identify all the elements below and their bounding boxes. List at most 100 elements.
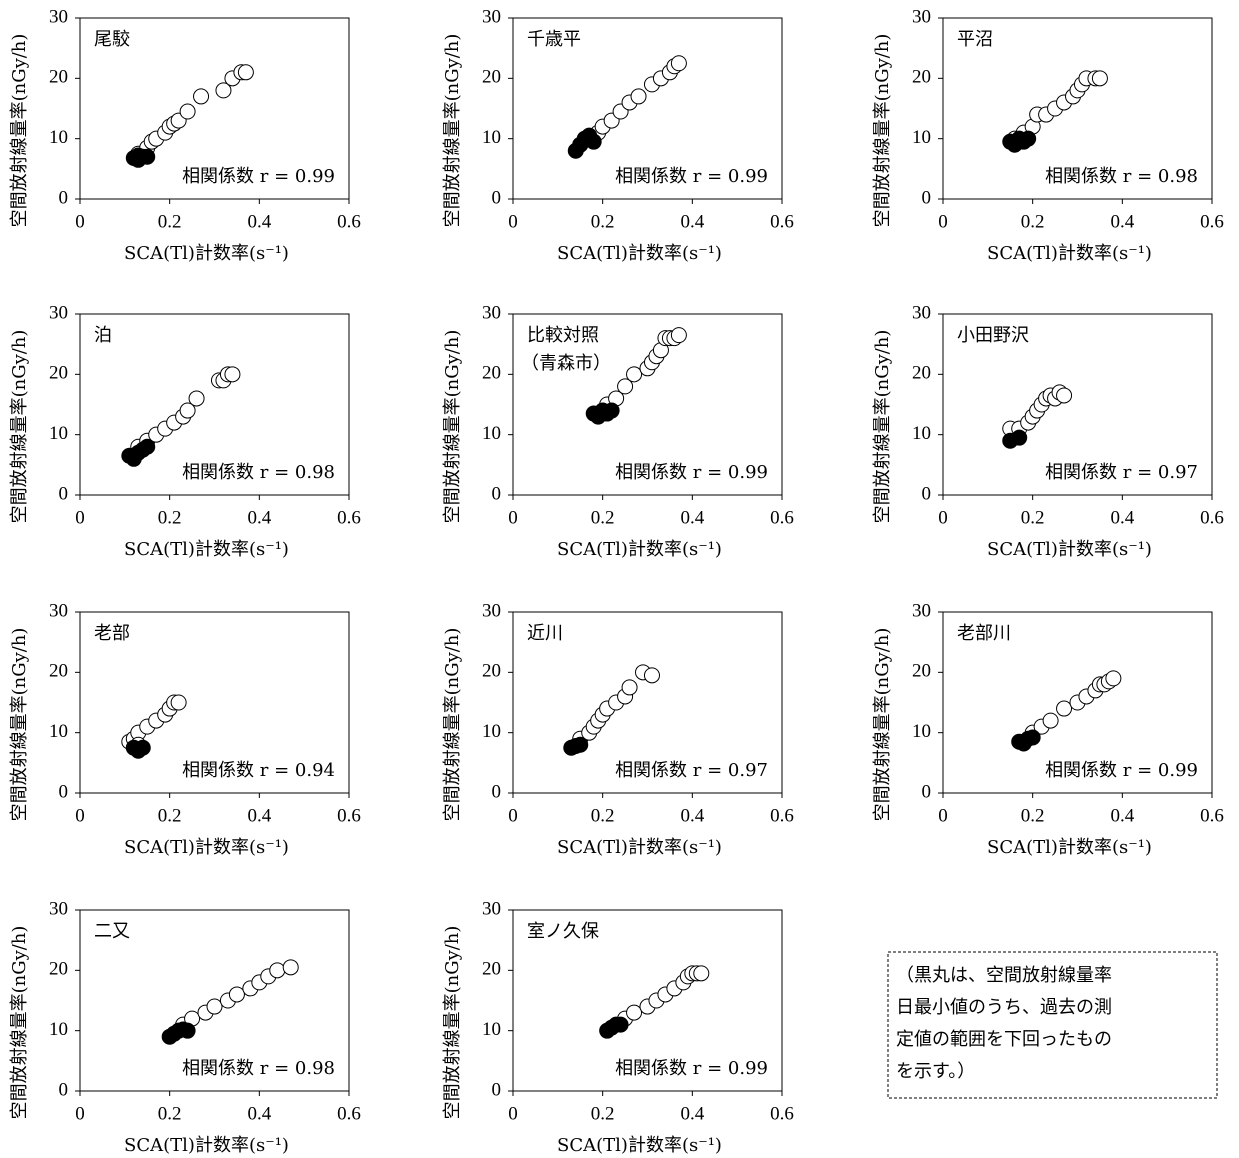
x-tick-label: 0.6	[1200, 507, 1224, 528]
point	[1056, 700, 1073, 717]
y-tick-label: 0	[492, 781, 502, 802]
y-tick-label: 0	[492, 483, 502, 504]
point	[224, 366, 241, 383]
x-axis-label: SCA(Tl)計数率(s⁻¹)	[557, 837, 722, 858]
point	[1091, 70, 1108, 87]
panel-title: 老部	[94, 623, 130, 644]
plot-frame	[942, 17, 1213, 200]
y-axis-label: 空間放射線量率(nGy/h)	[9, 34, 30, 228]
point	[693, 965, 710, 982]
x-tick-label: 0	[75, 1103, 85, 1124]
y-tick-label: 30	[482, 6, 501, 27]
x-axis-label: SCA(Tl)計数率(s⁻¹)	[557, 1135, 722, 1156]
point	[612, 1016, 629, 1033]
x-tick-label: 0.2	[591, 805, 615, 826]
y-tick-label: 0	[59, 1079, 69, 1100]
panel-title: 泊	[94, 325, 112, 346]
y-tick-label: 10	[482, 1019, 501, 1040]
note-line: 日最小値のうち、過去の測	[896, 997, 1112, 1018]
panel-title: 近川	[527, 623, 563, 644]
point	[134, 739, 151, 756]
point	[179, 1022, 196, 1039]
y-tick-label: 10	[912, 127, 931, 148]
y-tick-label: 20	[912, 363, 931, 384]
point	[139, 438, 156, 455]
x-tick-label: 0.2	[591, 1103, 615, 1124]
y-tick-label: 30	[49, 898, 68, 919]
y-tick-label: 30	[49, 6, 68, 27]
point	[237, 64, 254, 81]
y-tick-label: 10	[912, 423, 931, 444]
panel-title: （青森市）	[521, 353, 611, 374]
x-axis-label: SCA(Tl)計数率(s⁻¹)	[987, 539, 1152, 560]
y-tick-label: 30	[912, 600, 931, 621]
x-tick-label: 0	[75, 507, 85, 528]
y-axis-label: 空間放射線量率(nGy/h)	[442, 926, 463, 1120]
note-line: 定値の範囲を下回ったもの	[896, 1029, 1112, 1050]
y-tick-label: 20	[482, 959, 501, 980]
y-tick-label: 20	[912, 661, 931, 682]
point	[269, 962, 286, 979]
correlation: 相関係数 r = 0.98	[182, 1058, 335, 1079]
correlation: 相関係数 r = 0.99	[615, 1058, 768, 1079]
y-axis-label: 空間放射線量率(nGy/h)	[442, 330, 463, 524]
x-tick-label: 0.6	[1200, 805, 1224, 826]
panel-title: 二又	[94, 921, 130, 942]
point	[603, 402, 620, 419]
y-tick-label: 0	[59, 187, 69, 208]
panel-title: 室ノ久保	[527, 921, 599, 942]
y-tick-label: 10	[49, 721, 68, 742]
y-tick-label: 10	[49, 1019, 68, 1040]
y-axis-label: 空間放射線量率(nGy/h)	[872, 330, 893, 524]
plot-frame	[942, 313, 1213, 496]
point	[626, 366, 643, 383]
x-tick-label: 0.6	[770, 805, 794, 826]
point	[617, 378, 634, 395]
y-tick-label: 10	[482, 423, 501, 444]
point	[282, 959, 299, 976]
point	[643, 667, 660, 684]
x-tick-label: 0.4	[1110, 211, 1134, 232]
plot-frame	[512, 611, 783, 794]
x-tick-label: 0.4	[247, 507, 271, 528]
x-tick-label: 0.6	[1200, 211, 1224, 232]
correlation: 相関係数 r = 0.99	[615, 462, 768, 483]
y-tick-label: 20	[49, 661, 68, 682]
point	[193, 88, 210, 105]
correlation: 相関係数 r = 0.98	[1045, 166, 1198, 187]
x-tick-label: 0.4	[247, 211, 271, 232]
panel-title: 平沼	[957, 29, 993, 50]
point	[179, 103, 196, 120]
point	[139, 148, 156, 165]
x-tick-label: 0.2	[1021, 507, 1045, 528]
y-axis-label: 空間放射線量率(nGy/h)	[9, 926, 30, 1120]
y-tick-label: 0	[59, 483, 69, 504]
point	[630, 88, 647, 105]
x-tick-label: 0.4	[680, 211, 704, 232]
x-tick-label: 0.2	[591, 507, 615, 528]
x-tick-label: 0.2	[158, 211, 182, 232]
x-tick-label: 0.6	[337, 507, 361, 528]
y-tick-label: 10	[49, 127, 68, 148]
y-tick-label: 20	[49, 67, 68, 88]
y-tick-label: 30	[49, 600, 68, 621]
point	[626, 1004, 643, 1021]
x-tick-label: 0.4	[247, 1103, 271, 1124]
x-tick-label: 0.2	[158, 805, 182, 826]
correlation: 相関係数 r = 0.99	[182, 166, 335, 187]
point	[1105, 670, 1122, 687]
x-tick-label: 0.2	[158, 1103, 182, 1124]
plot-frame	[512, 313, 783, 496]
correlation: 相関係数 r = 0.97	[615, 760, 768, 781]
point	[1042, 712, 1059, 729]
correlation: 相関係数 r = 0.99	[615, 166, 768, 187]
correlation: 相関係数 r = 0.99	[1045, 760, 1198, 781]
x-tick-label: 0.6	[770, 507, 794, 528]
x-axis-label: SCA(Tl)計数率(s⁻¹)	[124, 1135, 289, 1156]
correlation: 相関係数 r = 0.94	[182, 760, 335, 781]
y-tick-label: 0	[922, 187, 932, 208]
x-tick-label: 0.4	[680, 805, 704, 826]
y-axis-label: 空間放射線量率(nGy/h)	[442, 628, 463, 822]
y-tick-label: 30	[912, 6, 931, 27]
